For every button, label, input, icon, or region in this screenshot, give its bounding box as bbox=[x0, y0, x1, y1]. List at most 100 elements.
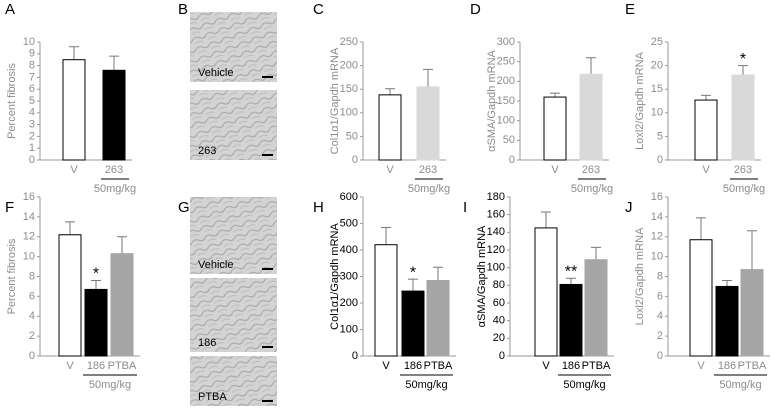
y-tick-label: 250 bbox=[497, 56, 515, 68]
bar bbox=[426, 279, 450, 357]
bar bbox=[689, 239, 713, 357]
y-tick-label: 40 bbox=[493, 315, 505, 327]
y-axis-label: Percent fibrosis bbox=[6, 238, 18, 314]
bar bbox=[543, 96, 567, 161]
micrograph-caption: 186 bbox=[198, 337, 216, 349]
y-tick-label: 200 bbox=[340, 297, 358, 309]
y-tick-label: 6 bbox=[657, 290, 663, 302]
significance: * bbox=[93, 266, 99, 283]
y-tick-label: 0 bbox=[509, 154, 515, 166]
y-tick-label: 100 bbox=[340, 107, 358, 119]
y-tick-label: 15 bbox=[651, 83, 663, 95]
y-tick-label: 0 bbox=[352, 154, 358, 166]
x-tick-label: V bbox=[70, 164, 78, 176]
y-tick-label: 4 bbox=[29, 310, 35, 322]
y-tick-label: 200 bbox=[340, 60, 358, 72]
bar bbox=[401, 290, 425, 357]
dose-label: 50mg/kg bbox=[405, 379, 447, 391]
y-tick-label: 100 bbox=[487, 262, 505, 274]
y-tick-label: 6 bbox=[29, 83, 35, 95]
y-tick-label: 300 bbox=[340, 270, 358, 282]
y-tick-label: 12 bbox=[651, 231, 663, 243]
y-tick-label: 5 bbox=[29, 95, 35, 107]
y-axis-label: αSMA/Gapdh mRNA bbox=[486, 49, 498, 151]
x-tick-label: V bbox=[386, 164, 394, 176]
x-tick-label: 263 bbox=[419, 164, 437, 176]
y-tick-label: 0 bbox=[29, 154, 35, 166]
bar bbox=[715, 285, 739, 357]
y-axis-label: Col1α1/Gapdh mRNA bbox=[329, 47, 341, 154]
y-tick-label: 0 bbox=[657, 350, 663, 362]
bar bbox=[694, 99, 718, 161]
dose-label: 50mg/kg bbox=[89, 379, 131, 391]
y-tick-label: 16 bbox=[23, 191, 35, 203]
dose-label: 50mg/kg bbox=[571, 183, 613, 195]
y-tick-label: 10 bbox=[23, 36, 35, 48]
micrograph-caption: Vehicle bbox=[198, 259, 233, 271]
y-tick-label: 7 bbox=[29, 71, 35, 83]
y-tick-label: 14 bbox=[23, 211, 35, 223]
y-tick-label: 8 bbox=[29, 60, 35, 72]
y-tick-label: 6 bbox=[29, 290, 35, 302]
bar bbox=[102, 69, 126, 161]
x-tick-label: 186 bbox=[404, 360, 422, 372]
bar bbox=[110, 253, 134, 357]
bar bbox=[84, 288, 108, 357]
y-tick-label: 120 bbox=[487, 244, 505, 256]
x-tick-label: V bbox=[551, 164, 559, 176]
x-tick-label: 263 bbox=[105, 164, 123, 176]
y-tick-label: 10 bbox=[651, 107, 663, 119]
y-tick-label: 180 bbox=[487, 191, 505, 203]
y-tick-label: 0 bbox=[657, 154, 663, 166]
y-tick-label: 10 bbox=[23, 251, 35, 263]
y-axis-label: Loxl2/Gapdh mRNA bbox=[634, 51, 646, 149]
y-tick-label: 0 bbox=[352, 350, 358, 362]
y-tick-label: 2 bbox=[29, 130, 35, 142]
y-tick-label: 2 bbox=[657, 330, 663, 342]
micrograph bbox=[190, 12, 277, 82]
y-tick-label: 50 bbox=[503, 134, 515, 146]
y-tick-label: 16 bbox=[651, 191, 663, 203]
panel-letter: D bbox=[470, 1, 481, 18]
bar bbox=[534, 227, 558, 357]
y-tick-label: 400 bbox=[340, 244, 358, 256]
y-axis-label: Percent fibrosis bbox=[6, 63, 18, 139]
dose-label: 50mg/kg bbox=[719, 379, 761, 391]
y-tick-label: 50 bbox=[346, 130, 358, 142]
y-tick-label: 9 bbox=[29, 48, 35, 60]
y-tick-label: 100 bbox=[497, 115, 515, 127]
panel-letter: B bbox=[178, 1, 188, 18]
y-tick-label: 500 bbox=[340, 217, 358, 229]
x-tick-label: 263 bbox=[734, 164, 752, 176]
y-tick-label: 100 bbox=[340, 323, 358, 335]
y-tick-label: 60 bbox=[493, 297, 505, 309]
micrograph-caption: Vehicle bbox=[198, 67, 233, 79]
x-tick-label: V bbox=[66, 360, 74, 372]
x-tick-label: PTBA bbox=[108, 360, 137, 372]
y-tick-label: 250 bbox=[340, 36, 358, 48]
significance: ** bbox=[565, 263, 577, 280]
bar bbox=[579, 73, 603, 161]
y-tick-label: 12 bbox=[23, 231, 35, 243]
panel-letter: H bbox=[313, 199, 324, 216]
x-tick-label: V bbox=[697, 360, 705, 372]
y-tick-label: 14 bbox=[651, 211, 663, 223]
bar bbox=[740, 269, 764, 357]
panel-letter: F bbox=[5, 199, 14, 216]
panel-letter: G bbox=[178, 199, 190, 216]
y-tick-label: 80 bbox=[493, 279, 505, 291]
y-tick-label: 25 bbox=[651, 36, 663, 48]
bar bbox=[378, 94, 402, 161]
dose-label: 50mg/kg bbox=[408, 183, 450, 195]
panel-letter: I bbox=[463, 199, 467, 216]
y-axis-label: αSMA/Gapdh mRNA bbox=[476, 225, 488, 327]
x-tick-label: V bbox=[542, 360, 550, 372]
micrograph bbox=[190, 197, 277, 274]
micrograph bbox=[190, 356, 277, 406]
y-tick-label: 4 bbox=[657, 310, 663, 322]
y-axis-label: Loxl2/Gapdh mRNA bbox=[634, 227, 646, 325]
y-axis-label: Col1α1/Gapdh mRNA bbox=[329, 223, 341, 330]
panel-letter: A bbox=[5, 1, 15, 18]
